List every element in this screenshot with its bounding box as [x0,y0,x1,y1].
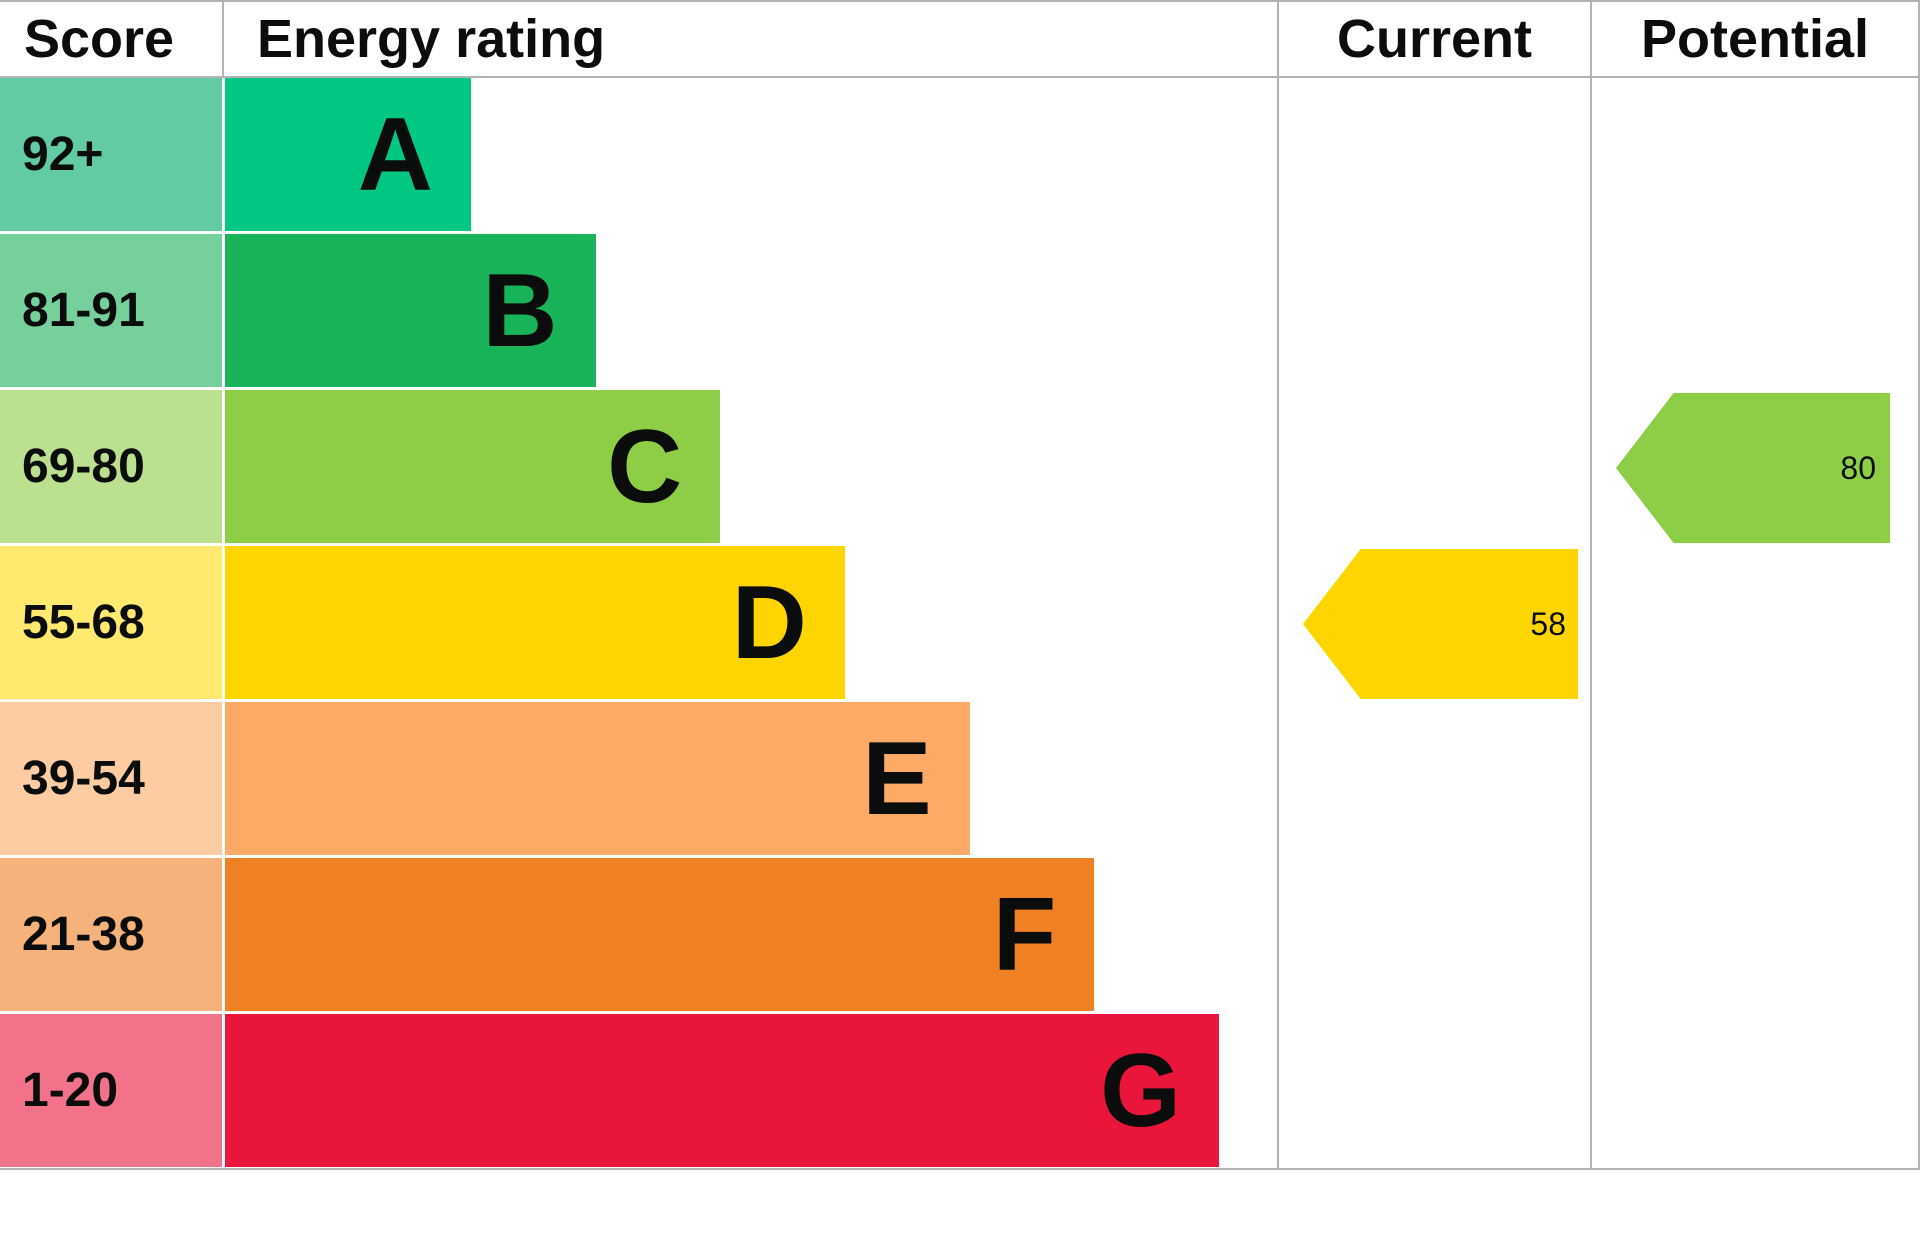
current-column-header: Current [1277,2,1590,76]
band-letter: C [607,408,683,525]
current-rating-column: 58 [1277,78,1590,1170]
band-letter: F [992,876,1057,993]
chart-header-row: Score Energy rating Current Potential [0,0,1920,78]
potential-column-header: Potential [1590,2,1920,76]
band-letter: E [862,720,932,837]
current-rating-arrow: 58 [1303,549,1578,699]
band-bar: G [225,1014,1220,1167]
band-letter: B [482,252,558,369]
chart-body: 92+ A 81-91 B 69-80 C 55-68 D 39-54 E 21… [0,78,1920,1170]
band-row: 55-68 D [0,546,1277,702]
score-column-header: Score [24,9,175,69]
current-rating-value: 58 [1530,606,1566,642]
energy-rating-column-header: Energy rating [222,2,1277,76]
band-row: 81-91 B [0,234,1277,390]
band-bar: D [225,546,845,699]
band-score-range: 69-80 [0,390,222,543]
potential-rating-value: 80 [1840,450,1876,486]
band-score-range: 55-68 [0,546,222,699]
rating-bands-area: 92+ A 81-91 B 69-80 C 55-68 D 39-54 E 21… [0,78,1277,1170]
band-row: 1-20 G [0,1014,1277,1170]
band-score-range: 92+ [0,78,222,231]
band-row: 39-54 E [0,702,1277,858]
band-bar: A [225,78,471,231]
band-score-range: 39-54 [0,702,222,855]
band-bar: E [225,702,970,855]
band-letter: G [1100,1032,1182,1149]
band-score-range: 21-38 [0,858,222,1011]
band-row: 69-80 C [0,390,1277,546]
band-bar: C [225,390,721,543]
band-letter: D [731,564,807,681]
band-letter: A [357,96,433,213]
band-row: 21-38 F [0,858,1277,1014]
potential-rating-arrow: 80 [1616,393,1890,543]
band-score-range: 81-91 [0,234,222,387]
potential-rating-column: 80 [1590,78,1920,1170]
band-bar: B [225,234,596,387]
band-row: 92+ A [0,78,1277,234]
band-score-range: 1-20 [0,1014,222,1167]
band-bar: F [225,858,1095,1011]
